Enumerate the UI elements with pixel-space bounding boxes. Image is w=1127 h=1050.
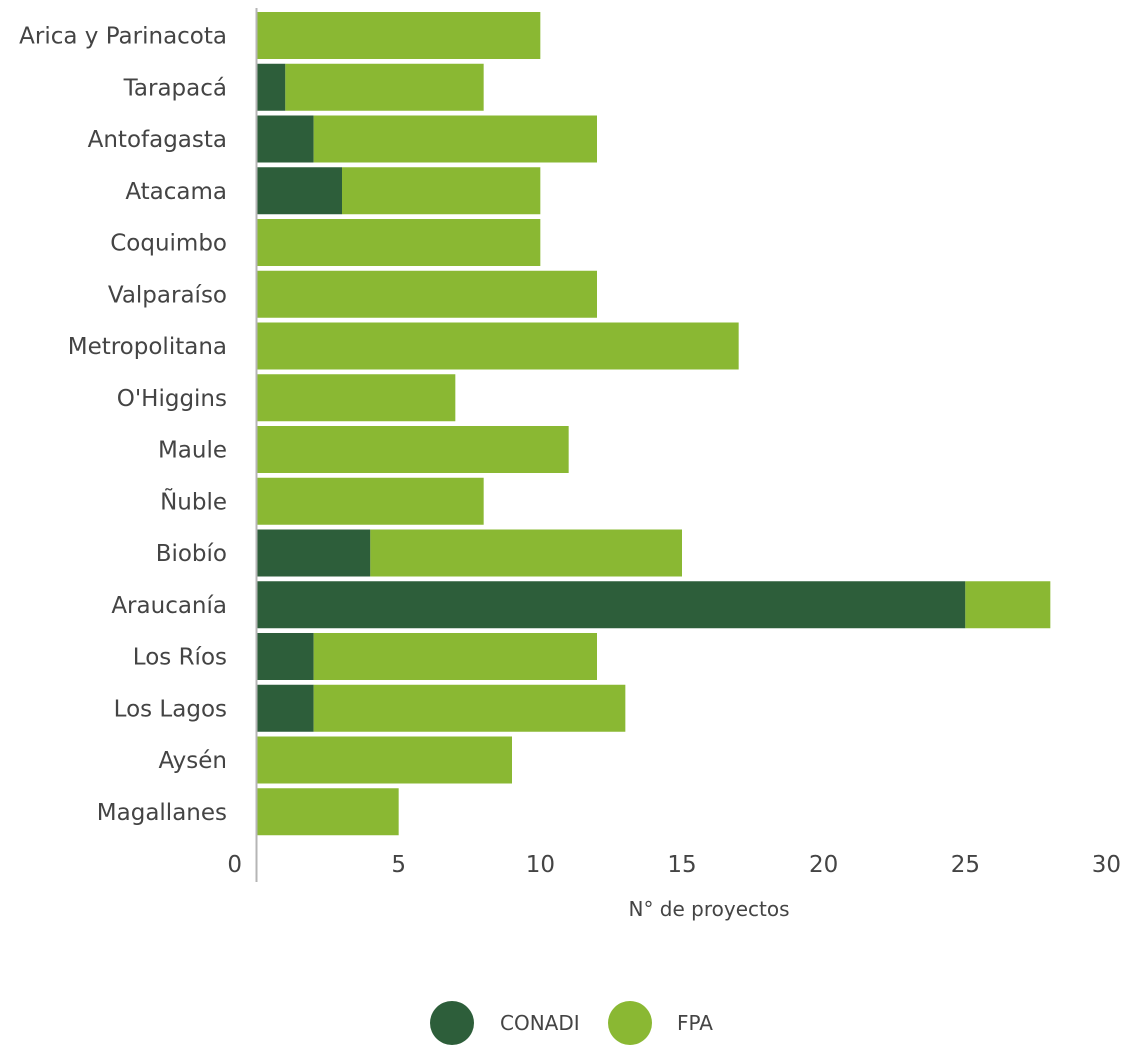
category-label: Maule bbox=[158, 438, 227, 464]
bar-fpa-2 bbox=[313, 115, 597, 163]
category-label: Valparaíso bbox=[108, 282, 227, 308]
category-label: Aysén bbox=[159, 748, 228, 774]
bar-fpa-3 bbox=[342, 167, 541, 215]
bar-conadi-12 bbox=[257, 633, 314, 680]
category-label: Araucanía bbox=[111, 593, 227, 619]
bar-fpa-7 bbox=[257, 374, 456, 422]
bar-fpa-13 bbox=[313, 684, 626, 732]
x-tick-label: 0 bbox=[227, 852, 242, 878]
category-label: Antofagasta bbox=[88, 127, 227, 153]
category-label: Biobío bbox=[156, 541, 227, 567]
bar-fpa-6 bbox=[257, 322, 739, 370]
bar-conadi-2 bbox=[257, 115, 314, 163]
bar-fpa-12 bbox=[313, 633, 597, 680]
x-axis-title: N° de proyectos bbox=[628, 897, 789, 921]
x-tick-label: 10 bbox=[526, 852, 555, 878]
x-tick-label: 30 bbox=[1092, 852, 1121, 878]
bar-fpa-11 bbox=[965, 581, 1051, 629]
bar-conadi-1 bbox=[257, 63, 286, 111]
bar-fpa-15 bbox=[257, 788, 399, 836]
bar-fpa-9 bbox=[257, 477, 484, 525]
category-label: Tarapacá bbox=[123, 75, 227, 101]
x-tick-label: 5 bbox=[391, 852, 406, 878]
bar-conadi-3 bbox=[257, 167, 342, 215]
bar-fpa-1 bbox=[285, 63, 484, 111]
legend-swatch-conadi bbox=[430, 1001, 474, 1045]
bar-fpa-5 bbox=[257, 270, 597, 318]
category-label: Arica y Parinacota bbox=[19, 24, 227, 50]
x-tick-label: 15 bbox=[667, 852, 696, 878]
bar-conadi-13 bbox=[257, 684, 314, 732]
legend-swatch-fpa bbox=[608, 1001, 652, 1045]
category-label: Atacama bbox=[125, 179, 227, 205]
category-label: Coquimbo bbox=[110, 231, 227, 257]
bar-fpa-14 bbox=[257, 736, 512, 784]
bar-fpa-4 bbox=[257, 219, 541, 266]
category-label: O'Higgins bbox=[117, 386, 227, 412]
category-label: Los Ríos bbox=[133, 645, 227, 671]
bar-fpa-0 bbox=[257, 12, 541, 59]
x-tick-label: 25 bbox=[951, 852, 980, 878]
category-label: Ñuble bbox=[160, 487, 227, 515]
bar-fpa-10 bbox=[370, 529, 682, 577]
category-label: Magallanes bbox=[97, 800, 227, 826]
bar-conadi-10 bbox=[257, 529, 371, 577]
category-label: Metropolitana bbox=[68, 334, 227, 360]
bar-fpa-8 bbox=[257, 426, 569, 473]
legend-label-conadi: CONADI bbox=[500, 1011, 580, 1035]
legend-label-fpa: FPA bbox=[677, 1011, 713, 1035]
bar-conadi-11 bbox=[257, 581, 966, 629]
x-tick-label: 20 bbox=[809, 852, 838, 878]
category-label: Los Lagos bbox=[114, 696, 227, 722]
